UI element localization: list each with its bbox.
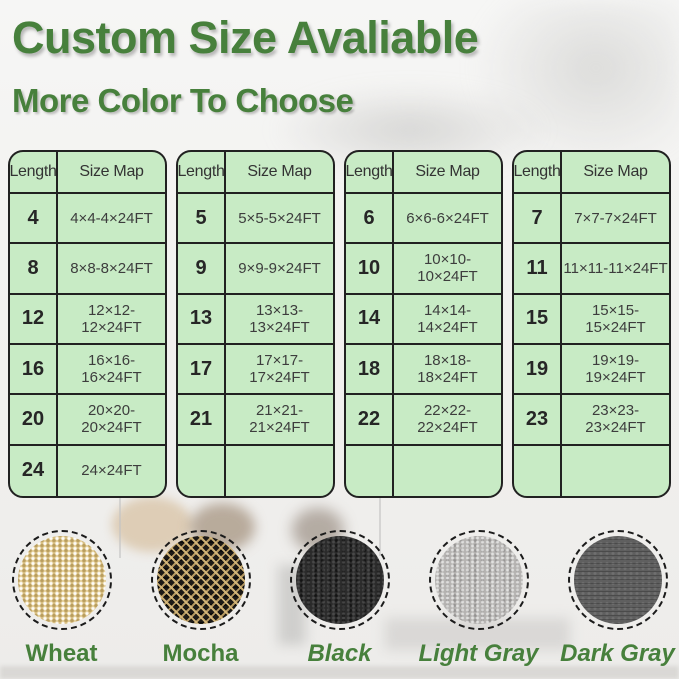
swatch-dashed-ring <box>428 530 529 630</box>
size-map-cell <box>562 446 669 496</box>
length-cell: 20 <box>10 395 58 446</box>
size-map-cell: 8×8-8×24FT <box>58 244 165 295</box>
size-table-3: Length Size Map 6 6×6-6×24FT 10 10×10-10×24FT… <box>344 150 503 498</box>
length-cell: 19 <box>514 344 562 396</box>
size-map-cell: 10×10-10×24FT <box>394 244 501 295</box>
page-subtitle: More Color To Choose <box>12 82 354 119</box>
length-cell: 18 <box>346 344 394 396</box>
length-cell: 22 <box>346 395 394 446</box>
background-ghost-shape <box>470 0 679 170</box>
swatch-label: Light Gray <box>418 640 539 667</box>
length-cell: 7 <box>514 194 562 245</box>
size-map-cell: 5×5-5×24FT <box>226 194 333 245</box>
length-cell: 9 <box>178 244 226 295</box>
size-map-cell: 11×11-11×24FT <box>562 244 669 295</box>
swatch-label: Black <box>307 640 372 667</box>
size-map-cell: 17×17-17×24FT <box>226 345 333 396</box>
swatch-wheat: Wheat <box>11 530 112 668</box>
size-table-4: Length Size Map 7 7×7-7×24FT 11 11×11-11×24FT… <box>512 150 671 498</box>
length-cell: 23 <box>514 395 562 446</box>
size-map-cell: 18×18-18×24FT <box>394 345 501 396</box>
length-cell: 4 <box>10 194 58 245</box>
wheat-fabric-swatch <box>17 536 106 624</box>
length-cell: 17 <box>178 344 226 396</box>
swatch-label: Dark Gray <box>560 640 675 667</box>
column-header-size-map: Size Map <box>562 152 669 194</box>
size-map-cell <box>226 446 333 496</box>
swatch-dashed-ring <box>567 530 668 630</box>
size-map-cell: 7×7-7×24FT <box>562 194 669 245</box>
length-cell <box>178 445 226 496</box>
size-map-cell: 6×6-6×24FT <box>394 194 501 245</box>
length-cell: 13 <box>178 294 226 345</box>
size-map-cell <box>394 446 501 496</box>
column-header-length: Length <box>10 152 58 194</box>
column-header-length: Length <box>346 152 394 194</box>
size-map-cell: 20×20-20×24FT <box>58 395 165 446</box>
size-map-cell: 12×12-12×24FT <box>58 295 165 345</box>
swatch-dashed-ring <box>150 530 251 630</box>
length-cell: 8 <box>10 244 58 295</box>
size-map-cell: 22×22-22×24FT <box>394 395 501 446</box>
swatch-light-gray: Light Gray <box>419 530 539 668</box>
size-map-cell: 21×21-21×24FT <box>226 395 333 446</box>
size-map-cell: 13×13-13×24FT <box>226 295 333 345</box>
swatch-dashed-ring <box>289 530 390 630</box>
size-map-cell: 14×14-14×24FT <box>394 295 501 345</box>
black-fabric-swatch <box>295 536 384 624</box>
length-cell: 14 <box>346 294 394 345</box>
column-header-length: Length <box>178 152 226 194</box>
mocha-fabric-swatch <box>156 536 245 624</box>
column-header-size-map: Size Map <box>58 152 165 194</box>
size-map-cell: 9×9-9×24FT <box>226 244 333 295</box>
length-cell: 5 <box>178 194 226 245</box>
swatch-mocha: Mocha <box>150 530 251 668</box>
length-cell: 15 <box>514 294 562 345</box>
swatch-dashed-ring <box>11 530 112 630</box>
size-map-cell: 15×15-15×24FT <box>562 295 669 345</box>
swatch-label: Wheat <box>25 640 98 667</box>
length-cell: 16 <box>10 344 58 396</box>
length-cell: 24 <box>10 445 58 496</box>
length-cell: 10 <box>346 244 394 295</box>
size-table-2: Length Size Map 5 5×5-5×24FT 9 9×9-9×24FT 13 13… <box>176 150 335 498</box>
column-header-size-map: Size Map <box>394 152 501 194</box>
swatch-black: Black <box>289 530 390 668</box>
color-swatches-row: Wheat Mocha Black Light Gray Dark Gray <box>0 530 679 668</box>
light-gray-fabric-swatch <box>434 536 523 624</box>
size-table-1: Length Size Map 4 4×4-4×24FT 8 8×8-8×24FT 12 12… <box>8 150 167 498</box>
swatch-label: Mocha <box>162 640 239 667</box>
size-map-cell: 19×19-19×24FT <box>562 345 669 396</box>
length-cell <box>514 445 562 496</box>
length-cell: 12 <box>10 294 58 345</box>
size-map-cell: 24×24FT <box>81 462 142 480</box>
size-map-cell: 23×23-23×24FT <box>562 395 669 446</box>
length-cell: 6 <box>346 194 394 245</box>
size-tables-row: Length Size Map 4 4×4-4×24FT 8 8×8-8×24FT 12 12… <box>8 150 671 498</box>
column-header-length: Length <box>514 152 562 194</box>
length-cell <box>346 445 394 496</box>
swatch-dark-gray: Dark Gray <box>560 530 675 668</box>
dark-gray-fabric-swatch <box>573 536 662 624</box>
size-map-cell: 16×16-16×24FT <box>58 345 165 396</box>
size-map-cell: 4×4-4×24FT <box>58 194 165 245</box>
length-cell: 21 <box>178 395 226 446</box>
length-cell: 11 <box>514 244 562 295</box>
page-title: Custom Size Avaliable <box>12 12 479 63</box>
column-header-size-map: Size Map <box>226 152 333 194</box>
